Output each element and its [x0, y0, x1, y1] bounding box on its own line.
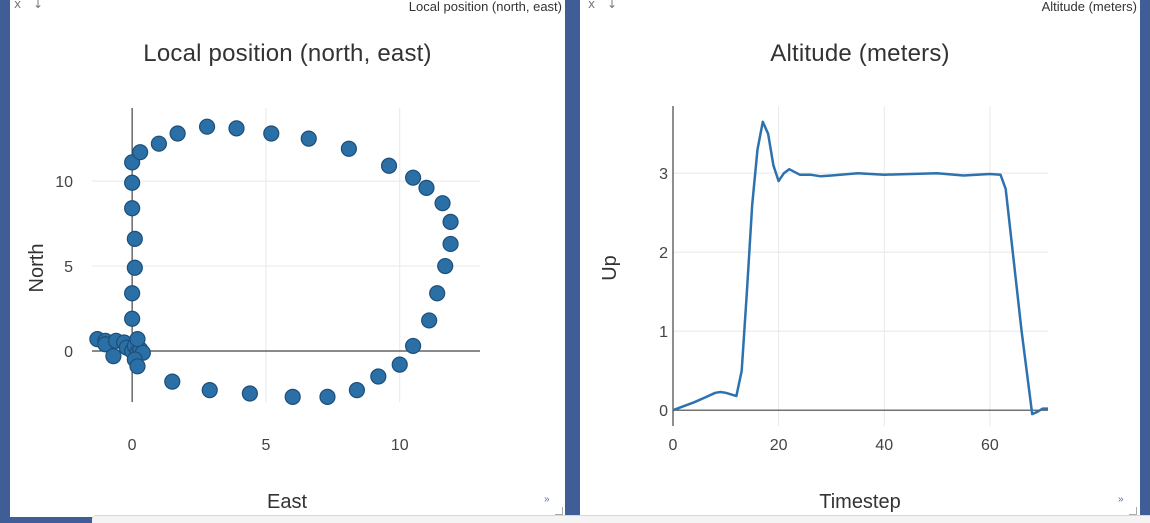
data-point [429, 285, 446, 302]
x-tick-label: 40 [875, 437, 893, 454]
data-point [126, 230, 143, 247]
expand-icon[interactable]: » [544, 494, 550, 505]
data-point [348, 382, 366, 399]
data-point [124, 174, 141, 191]
y-tick-label: 5 [64, 259, 73, 276]
left-chart-panel: x ↓ Local position (north, east) Local p… [10, 0, 565, 517]
data-point [105, 348, 122, 365]
close-icon[interactable]: x [14, 0, 22, 11]
data-point [201, 382, 218, 399]
altitude-line [672, 120, 1048, 416]
bottom-bar [92, 515, 1150, 523]
data-point [132, 144, 149, 161]
chart-title: Local position (north, east) [143, 40, 432, 67]
y-axis-label: Up [599, 255, 621, 281]
data-point [319, 388, 336, 406]
y-tick-label: 2 [659, 245, 668, 262]
data-point [434, 195, 451, 212]
chart-title: Altitude (meters) [770, 40, 950, 67]
data-point [228, 120, 245, 137]
x-axis-label: Timestep [819, 491, 901, 513]
x-tick-label: 60 [981, 437, 999, 454]
data-point [380, 157, 398, 174]
scatter-plot[interactable]: 0 5 10 0 5 10 East North [10, 0, 565, 517]
data-point [391, 356, 408, 373]
window-title: Local position (north, east) [408, 0, 562, 14]
y-tick-label: 0 [659, 403, 668, 420]
right-panel-topbar: x ↓ Altitude (meters) [580, 0, 1140, 16]
y-tick-label: 10 [55, 174, 73, 191]
data-point [124, 310, 141, 327]
data-point [418, 179, 435, 196]
arrow-down-icon[interactable]: ↓ [607, 0, 618, 11]
x-axis-label: East [267, 491, 307, 513]
close-icon[interactable]: x [588, 0, 596, 11]
data-point [340, 140, 357, 157]
x-tick-label: 0 [128, 437, 137, 454]
data-point [300, 130, 317, 147]
expand-icon[interactable]: » [1118, 494, 1124, 505]
data-point [284, 388, 301, 406]
data-point [263, 125, 280, 142]
data-point [169, 125, 186, 142]
data-point [437, 257, 454, 275]
data-point [405, 337, 422, 355]
right-chart-panel: x ↓ Altitude (meters) Altitude (meters) … [580, 0, 1140, 517]
data-point [405, 169, 422, 186]
data-point [124, 285, 141, 302]
data-point [129, 358, 146, 375]
data-point [442, 235, 459, 253]
data-point [421, 312, 438, 329]
left-panel-topbar: x ↓ Local position (north, east) [10, 0, 565, 16]
y-tick-label: 0 [64, 344, 73, 361]
data-point [198, 118, 216, 135]
resize-handle[interactable] [555, 507, 563, 515]
data-point [150, 135, 167, 152]
x-tick-label: 20 [770, 437, 788, 454]
data-point [126, 259, 143, 276]
line-plot[interactable]: 0 20 40 60 0 1 2 3 Timestep Up [580, 0, 1140, 517]
data-point [370, 368, 387, 385]
data-point [129, 331, 146, 348]
x-tick-label: 5 [261, 437, 270, 454]
y-tick-label: 1 [659, 324, 668, 341]
arrow-down-icon[interactable]: ↓ [33, 0, 44, 11]
resize-handle[interactable] [1129, 507, 1137, 515]
y-axis-label: North [26, 244, 48, 293]
x-tick-label: 0 [669, 437, 678, 454]
data-point [164, 373, 181, 390]
x-tick-label: 10 [391, 437, 409, 454]
y-tick-label: 3 [659, 166, 668, 183]
window-title: Altitude (meters) [1041, 0, 1137, 14]
data-point [124, 200, 141, 217]
data-point [442, 213, 459, 230]
data-point [241, 385, 258, 402]
